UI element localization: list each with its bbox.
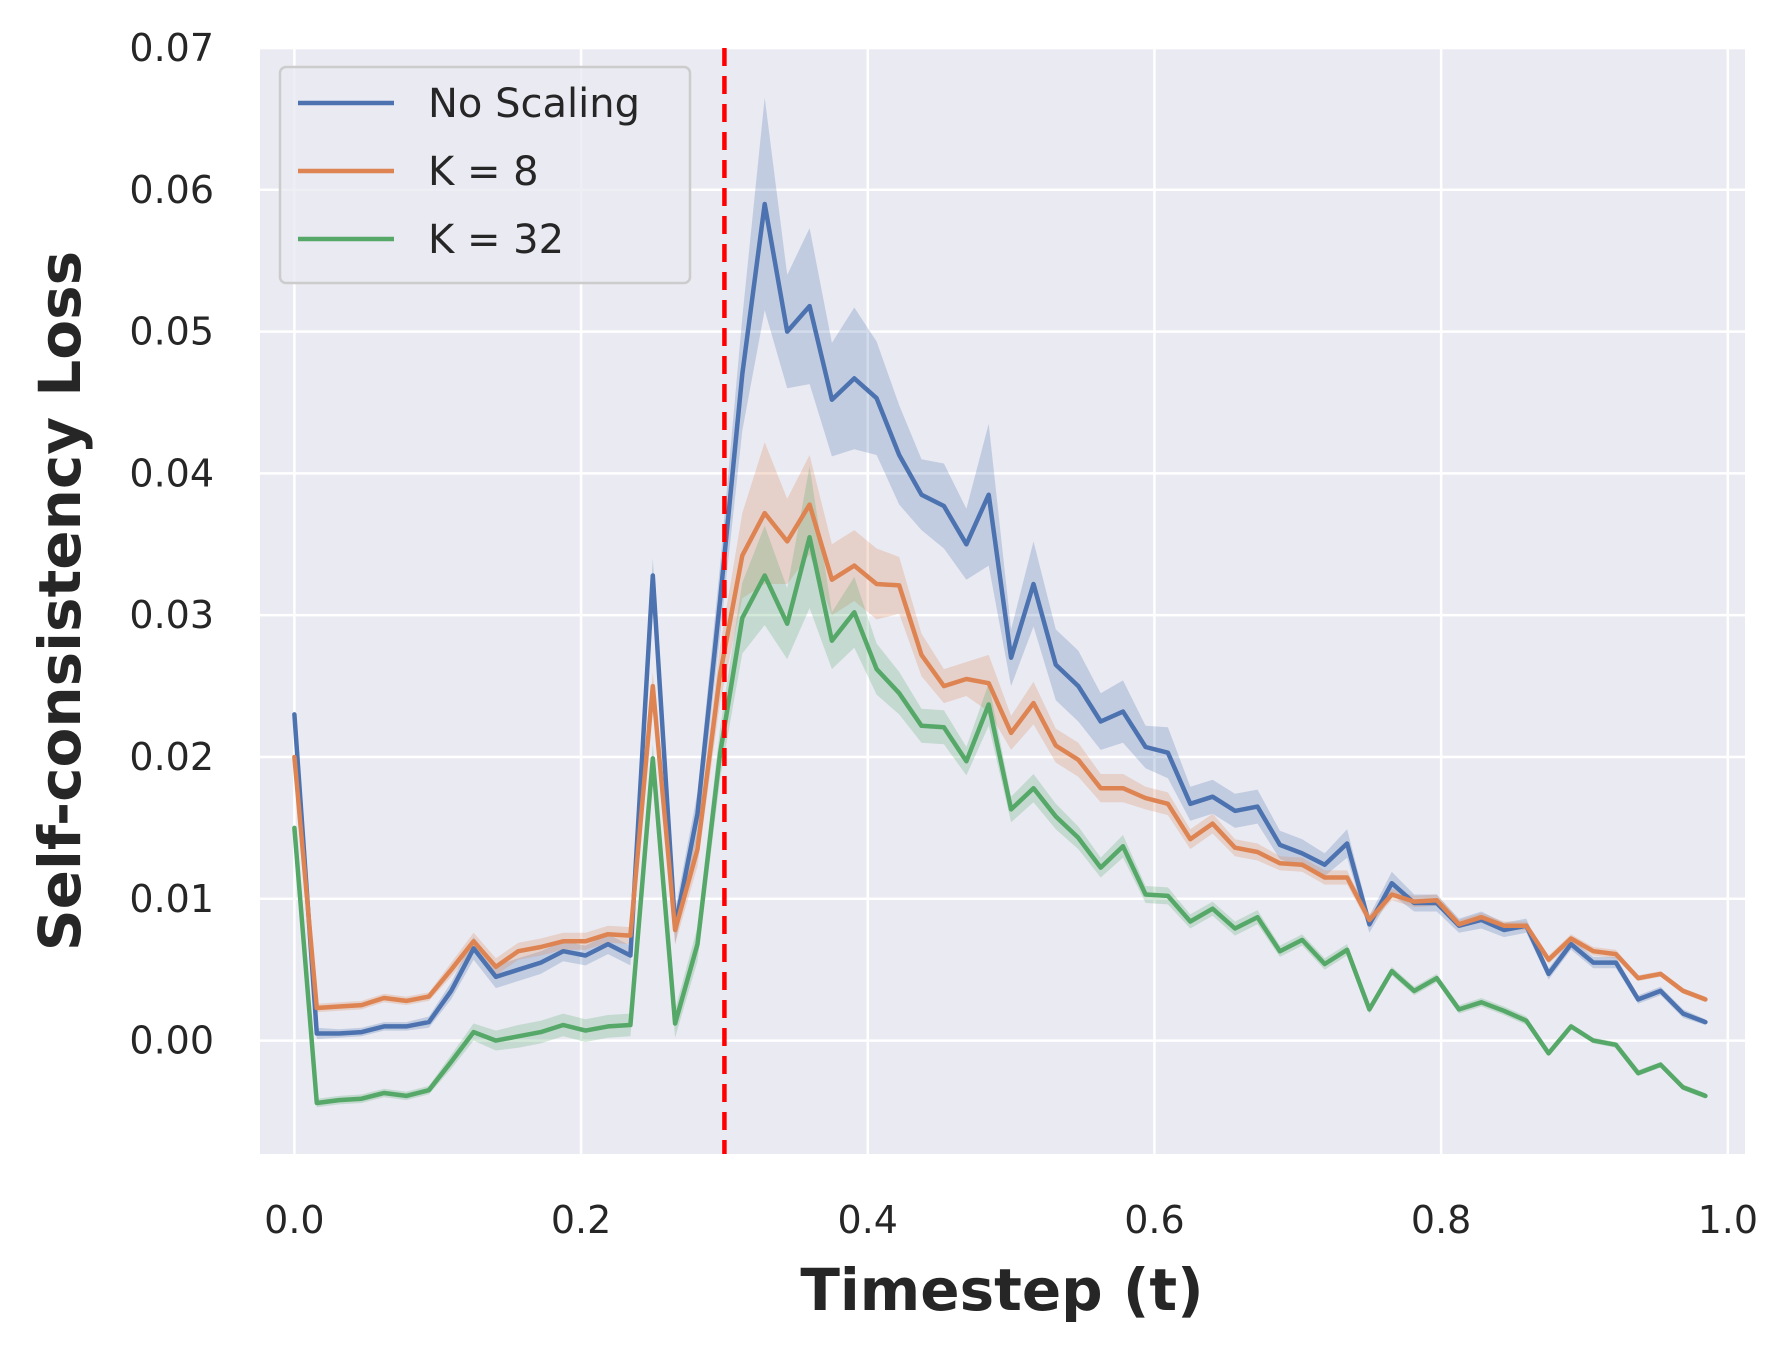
- y-axis-title: Self-consistency Loss: [26, 251, 94, 951]
- x-tick-label: 0.6: [1124, 1198, 1184, 1242]
- y-tick-label: 0.04: [129, 451, 214, 495]
- x-tick-label: 1.0: [1698, 1198, 1758, 1242]
- legend-label: K = 8: [428, 149, 539, 195]
- legend-label: K = 32: [428, 217, 564, 263]
- x-axis-title: Timestep (t): [800, 1256, 1203, 1324]
- x-tick-label: 0.8: [1411, 1198, 1471, 1242]
- y-tick-label: 0.00: [129, 1019, 214, 1063]
- y-tick-label: 0.07: [129, 26, 214, 70]
- legend: No Scaling K = 8 K = 32: [278, 65, 692, 285]
- series-lines: [292, 201, 1708, 1106]
- x-tick-label: 0.2: [551, 1198, 611, 1242]
- y-tick-label: 0.03: [129, 593, 214, 637]
- legend-label: No Scaling: [428, 81, 640, 127]
- y-tick-label: 0.01: [129, 877, 214, 921]
- series-band-1: [294, 442, 1706, 1013]
- tick-labels: 0.0 0.2 0.4 0.6 0.8 1.0 0.00 0.01 0.02 0.03 0.04 0.…: [129, 26, 1758, 1242]
- y-tick-label: 0.02: [129, 735, 214, 779]
- legend-box: [278, 65, 692, 285]
- y-tick-label: 0.05: [129, 310, 214, 354]
- series-line-2: [292, 534, 1708, 1106]
- y-tick-label: 0.06: [129, 168, 214, 212]
- grid-lines: [260, 46, 1745, 1154]
- x-tick-label: 0.0: [264, 1198, 324, 1242]
- x-tick-label: 0.4: [838, 1198, 898, 1242]
- series-line-1: [292, 502, 1708, 1011]
